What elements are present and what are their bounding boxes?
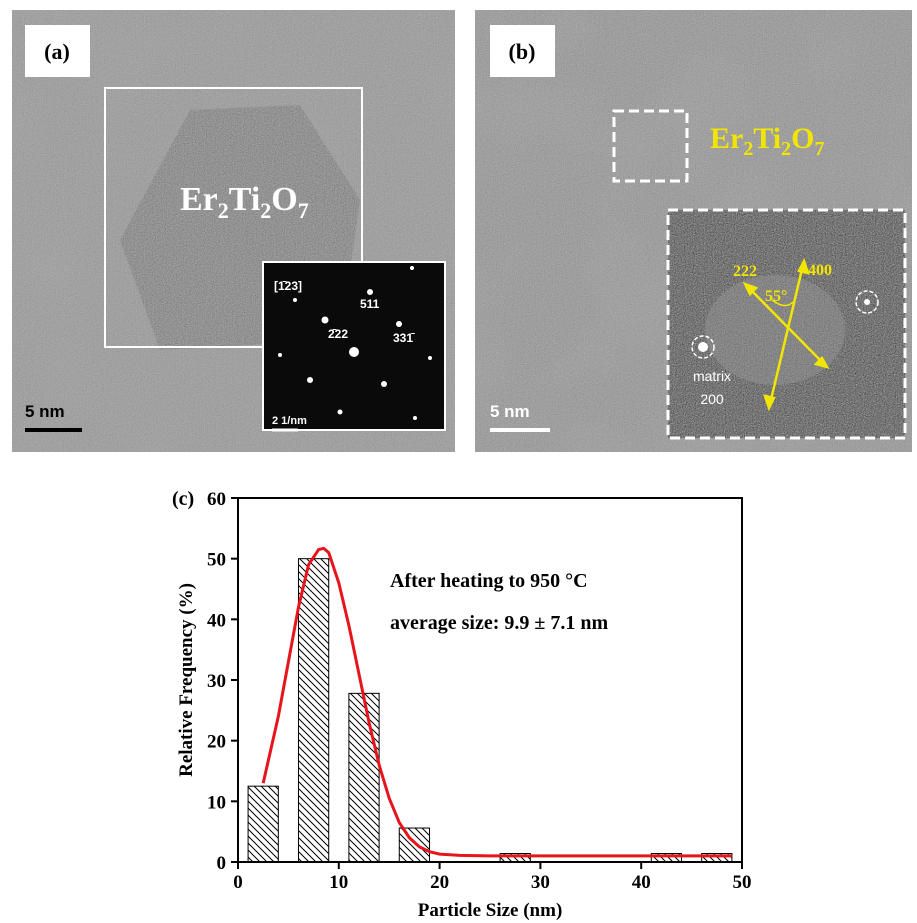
formula-part: Ti xyxy=(229,181,261,218)
formula-part: 7 xyxy=(814,138,824,160)
annotation: average size: 9.9 ± 7.1 nm xyxy=(390,612,608,634)
panel-b: (b) Er2Ti2O7 222 400 55° matrix 200 5 nm xyxy=(475,10,912,452)
x-tick-label: 50 xyxy=(733,872,752,893)
spot-label: 400 xyxy=(808,262,832,279)
panel-label: (b) xyxy=(509,39,536,64)
formula-part: 2 xyxy=(743,138,753,160)
y-tick-label: 30 xyxy=(207,671,226,692)
y-tick-label: 60 xyxy=(207,489,226,510)
formula-part: 2 xyxy=(781,138,791,160)
inset-scale-label: 2 1/nm xyxy=(272,415,307,427)
panel-a: (a) Er2Ti2O7 [1̄23] 511 2̄22 331̄ 2 1/nm… xyxy=(12,10,455,452)
panel-label: (a) xyxy=(44,39,70,64)
x-tick-label: 10 xyxy=(329,872,348,893)
x-tick-label: 20 xyxy=(430,872,449,893)
figure: (a) Er2Ti2O7 [1̄23] 511 2̄22 331̄ 2 1/nm… xyxy=(0,0,917,923)
x-tick-label: 30 xyxy=(531,872,550,893)
formula-part: 2 xyxy=(218,198,229,223)
annotation: After heating to 950 °C xyxy=(390,570,588,592)
spot-label: 222 xyxy=(733,263,757,280)
fit-curve xyxy=(263,548,732,856)
matrix-label: matrix xyxy=(693,368,731,384)
y-tick-label: 10 xyxy=(207,792,226,813)
scale-bar-label: 5 nm xyxy=(490,402,530,421)
histogram-chart: (c) Particle Size (nm) Relative Frequenc… xyxy=(172,488,752,921)
y-axis-label: Relative Frequency (%) xyxy=(176,583,197,777)
spot-label: 2̄22 xyxy=(328,327,348,341)
y-tick-label: 20 xyxy=(207,732,226,753)
bar xyxy=(349,693,379,862)
formula-part: Er xyxy=(180,181,218,218)
zone-axis: [1̄23] xyxy=(274,279,302,293)
formula-part: 2 xyxy=(260,198,271,223)
formula: Er2Ti2O7 xyxy=(710,122,824,160)
formula: Er2Ti2O7 xyxy=(180,181,309,223)
bar xyxy=(298,559,328,862)
x-tick-label: 0 xyxy=(233,872,243,893)
spot-label: 511 xyxy=(360,297,380,311)
angle-label: 55° xyxy=(765,288,787,305)
x-tick-label: 40 xyxy=(632,872,651,893)
matrix-spot-label: 200 xyxy=(700,391,724,407)
bar xyxy=(399,828,429,862)
formula-part: 7 xyxy=(298,198,309,223)
spot-label: 331̄ xyxy=(393,331,415,345)
formula-part: Er xyxy=(710,122,743,155)
panel-label: (c) xyxy=(172,488,194,510)
y-tick-label: 0 xyxy=(217,853,227,874)
formula-part: O xyxy=(271,181,297,218)
bar xyxy=(248,786,278,862)
formula-part: O xyxy=(791,122,814,155)
formula-part: Ti xyxy=(753,122,781,155)
y-tick-label: 40 xyxy=(207,610,226,631)
x-axis-label: Particle Size (nm) xyxy=(418,900,563,921)
y-tick-label: 50 xyxy=(207,550,226,571)
scale-bar-label: 5 nm xyxy=(25,402,65,421)
